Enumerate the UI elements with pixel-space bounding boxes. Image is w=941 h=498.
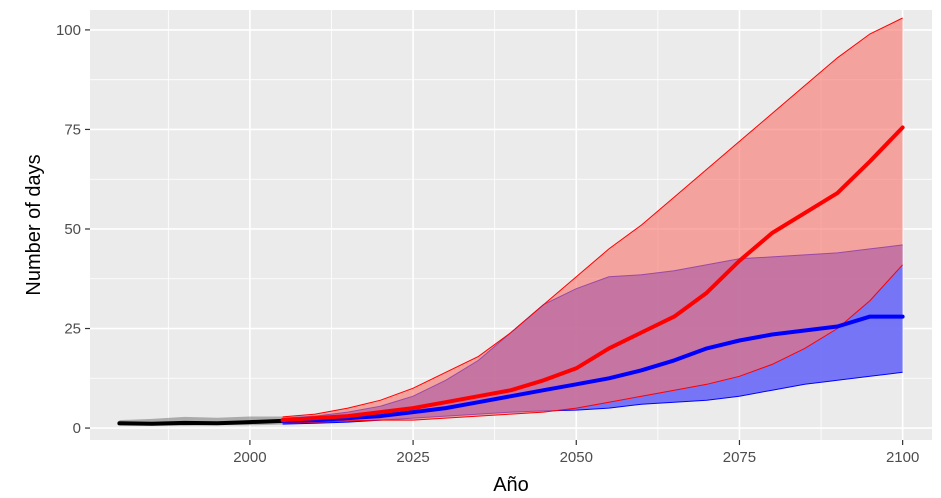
x-tick-label-2075: 2075 [723,449,756,466]
x-tick-label-2025: 2025 [396,449,429,466]
scenario_high-band-upper-edge [282,17,903,418]
y-tick-label-75: 75 [64,121,81,138]
y-tick-label-50: 50 [64,221,81,238]
x-tick-label-2000: 2000 [233,449,266,466]
x-tick-label-2100: 2100 [886,449,919,466]
grid-lines [90,10,932,440]
scenario_high-mean-line [280,125,905,423]
x-axis-title: Año [493,474,529,496]
scenario_low-mean-line [280,314,905,423]
y-axis-title: Number of days [23,154,45,295]
historical-mean-line [117,418,285,426]
plot-area [117,17,905,426]
axes: 2000 2025 2050 2075 2100 0 25 50 75 100 [56,22,919,466]
scenario_high-band [282,18,903,424]
y-tick-label-0: 0 [73,420,81,437]
scenario_high-band-lower-edge [282,264,903,424]
y-tick-label-25: 25 [64,321,81,338]
x-tick-label-2050: 2050 [560,449,593,466]
y-tick-label-100: 100 [56,22,81,39]
